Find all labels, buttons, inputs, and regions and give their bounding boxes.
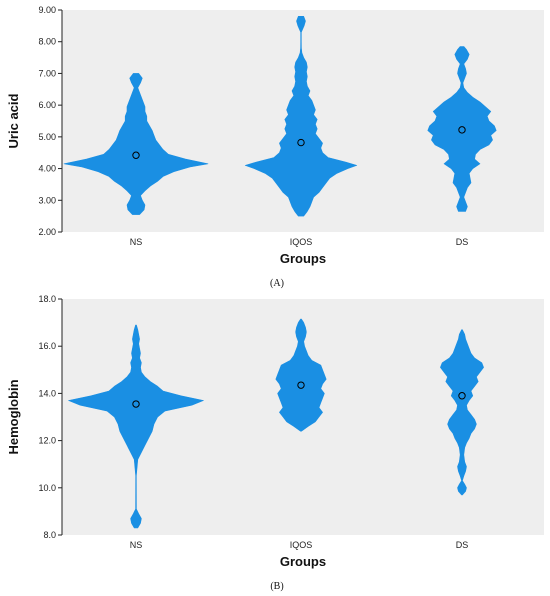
x-tick-label: NS: [130, 237, 143, 247]
violins: [68, 318, 484, 529]
mean-marker-ds: [458, 126, 466, 134]
y-tick-label: 3.00: [38, 195, 56, 205]
panel-label-b: (B): [270, 581, 283, 592]
violin-ds: [440, 329, 484, 496]
y-tick-label: 9.00: [38, 5, 56, 15]
y-tick-label: 4.00: [38, 164, 56, 174]
y-tick-label: 14.0: [38, 388, 56, 398]
y-tick-label: 12.0: [38, 436, 56, 446]
violin-ds: [427, 46, 497, 212]
y-tick-label: 5.00: [38, 132, 56, 142]
x-axis-title: Groups: [280, 251, 326, 266]
y-tick-label: 8.0: [43, 530, 56, 540]
mean-marker-ds: [458, 392, 466, 400]
y-tick-label: 6.00: [38, 100, 56, 110]
y-tick-label: 2.00: [38, 227, 56, 237]
violin-iqos: [244, 16, 358, 217]
mean-marker-iqos: [297, 381, 305, 389]
y-axis-title: Uric acid: [6, 93, 21, 148]
mean-marker-ns: [132, 400, 140, 408]
mean-marker-ns: [132, 151, 140, 159]
panel-label-a: (A): [270, 278, 284, 289]
y-tick-label: 18.0: [38, 294, 56, 304]
mean-marker-iqos: [297, 138, 305, 147]
x-tick-label: IQOS: [290, 237, 313, 247]
violins: [63, 16, 497, 217]
x-tick-label: DS: [456, 540, 469, 550]
violin-ns: [63, 73, 209, 215]
panel-a: 2.00 3.00 4.00 5.00 6.00 7.00 8.00 9.00 NS IQOS D…: [6, 5, 544, 289]
x-ticks: NS IQOS DS: [130, 540, 469, 550]
violin-ns: [68, 324, 204, 529]
y-tick-label: 10.0: [38, 483, 56, 493]
y-tick-label: 16.0: [38, 341, 56, 351]
x-ticks: NS IQOS DS: [130, 237, 469, 247]
x-tick-label: DS: [456, 237, 469, 247]
y-tick-label: 8.00: [38, 37, 56, 47]
panel-b: 8.0 10.0 12.0 14.0 16.0 18.0 NS IQOS DS Hemoglo…: [6, 294, 544, 592]
x-tick-label: IQOS: [290, 540, 313, 550]
y-ticks: 8.0 10.0 12.0 14.0 16.0 18.0: [38, 294, 62, 540]
y-ticks: 2.00 3.00 4.00 5.00 6.00 7.00 8.00 9.00: [38, 5, 62, 237]
violin-iqos: [275, 318, 327, 432]
x-axis-title: Groups: [280, 554, 326, 569]
y-tick-label: 7.00: [38, 68, 56, 78]
y-axis-title: Hemoglobin: [6, 379, 21, 454]
x-tick-label: NS: [130, 540, 143, 550]
